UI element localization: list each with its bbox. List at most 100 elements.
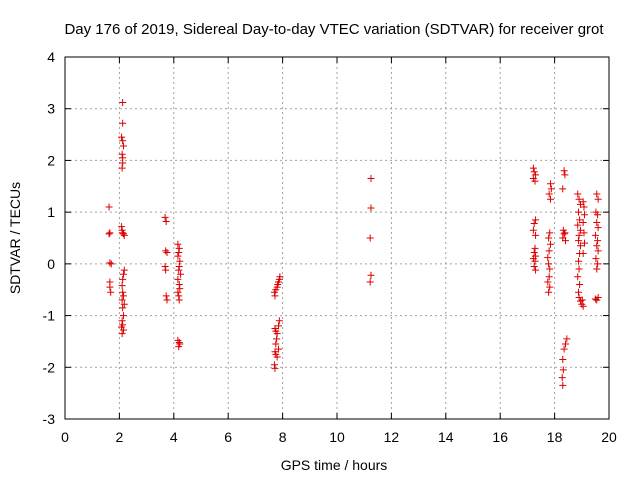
data-point [119, 304, 127, 312]
data-point [176, 285, 184, 293]
data-point [162, 266, 170, 274]
data-point [561, 237, 569, 245]
data-point [546, 265, 554, 273]
data-point [576, 226, 584, 234]
data-point [574, 273, 582, 281]
data-point [120, 266, 128, 274]
data-point [106, 259, 114, 267]
data-point [161, 213, 169, 221]
data-point [558, 374, 566, 382]
data-point [119, 275, 127, 283]
data-point [107, 260, 115, 268]
data-point [119, 142, 127, 150]
data-point [576, 242, 584, 250]
data-point [530, 248, 538, 256]
data-point [545, 190, 553, 198]
data-point [120, 231, 128, 239]
data-point [175, 292, 183, 300]
data-point [575, 231, 583, 239]
data-point [593, 242, 601, 250]
data-point [119, 99, 127, 107]
data-point [563, 335, 571, 343]
data-point [576, 281, 584, 289]
data-point [174, 288, 182, 296]
chart-title: Day 176 of 2019, Sidereal Day-to-day VTE… [64, 21, 604, 38]
data-point [273, 353, 281, 361]
data-point [118, 223, 126, 231]
data-point [575, 237, 583, 245]
data-point [581, 239, 589, 247]
data-point [594, 195, 602, 203]
data-point [273, 330, 281, 338]
y-tick-label: -3 [43, 411, 56, 427]
data-point [276, 273, 284, 281]
x-tick-label: 2 [116, 429, 124, 445]
x-tick-label: 10 [329, 429, 345, 445]
data-point [271, 364, 279, 372]
data-point [561, 340, 569, 348]
y-tick-label: -2 [43, 359, 56, 375]
data-point [544, 278, 552, 286]
data-point [161, 262, 169, 270]
data-point [592, 255, 600, 263]
data-point [593, 218, 601, 226]
data-point [546, 229, 554, 237]
data-point [176, 257, 184, 265]
data-point [575, 195, 583, 203]
data-point [118, 330, 126, 338]
data-point [591, 295, 599, 303]
y-tick-label: 2 [47, 152, 55, 168]
x-tick-label: 6 [224, 429, 232, 445]
data-point [559, 356, 567, 364]
data-point [175, 248, 183, 256]
y-tick-label: -1 [43, 308, 56, 324]
data-point [594, 247, 602, 255]
data-point [106, 229, 114, 237]
data-point [532, 216, 540, 224]
data-point [529, 226, 537, 234]
data-point [275, 317, 283, 325]
y-tick-label: 4 [47, 49, 55, 65]
data-point [107, 288, 115, 296]
data-point [119, 270, 127, 278]
data-point [560, 345, 568, 353]
data-point [163, 248, 171, 256]
data-point [275, 345, 283, 353]
y-tick-label: 1 [47, 204, 55, 220]
data-point [162, 217, 170, 225]
data-point [174, 240, 182, 248]
data-point [576, 216, 584, 224]
data-point [275, 322, 283, 330]
data-point [593, 296, 601, 304]
data-point [118, 150, 126, 158]
data-point [580, 203, 588, 211]
data-point [574, 190, 582, 198]
x-axis-ticks: 0 2 4 6 8 10 12 14 16 18 20 [61, 57, 617, 445]
data-point [561, 229, 569, 237]
data-point [546, 283, 554, 291]
data-point [270, 361, 278, 369]
data-point [119, 119, 127, 127]
data-point [575, 265, 583, 273]
data-point [532, 171, 540, 179]
data-point [575, 257, 583, 265]
data-point [118, 164, 126, 172]
data-point [594, 224, 602, 232]
x-tick-label: 18 [547, 429, 563, 445]
data-point [594, 260, 602, 268]
data-point [593, 265, 601, 273]
data-point [119, 230, 127, 238]
y-axis-label: SDTVAR / TECUs [7, 182, 23, 294]
x-tick-label: 12 [384, 429, 400, 445]
data-point [366, 278, 374, 286]
data-point [119, 292, 127, 300]
data-point [545, 234, 553, 242]
data-point [580, 229, 588, 237]
data-point [175, 262, 183, 270]
data-point [105, 230, 113, 238]
data-point [547, 180, 555, 188]
data-point [559, 366, 567, 374]
data-point [547, 195, 555, 203]
data-point [531, 177, 539, 185]
